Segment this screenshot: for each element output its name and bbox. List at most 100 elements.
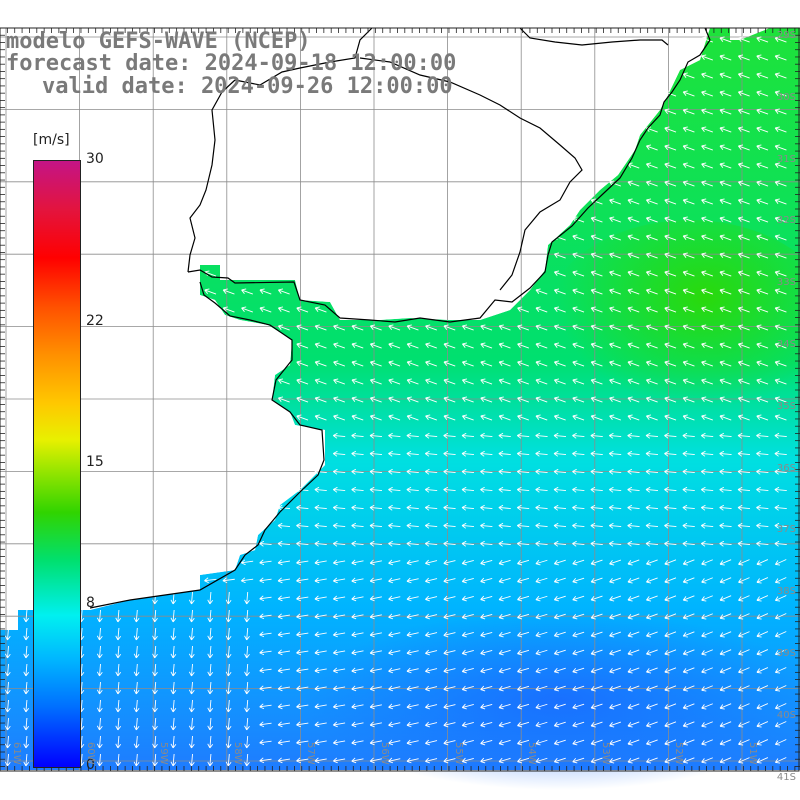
wind-arrow: [682, 72, 695, 79]
wind-arrow-shape: [517, 396, 529, 403]
wind-arrow: [277, 613, 290, 620]
wind-arrow-shape: [225, 627, 232, 641]
wind-arrow: [188, 645, 195, 659]
wind-arrow-shape: [23, 753, 30, 767]
wind-arrow: [517, 613, 530, 620]
wind-arrow: [756, 126, 769, 133]
wind-arrow: [351, 324, 364, 331]
wind-arrow-shape: [222, 577, 235, 584]
wind-arrow: [388, 577, 401, 584]
wind-arrow: [701, 721, 713, 728]
wind-arrow: [553, 613, 566, 620]
wind-arrow: [259, 540, 272, 547]
wind-arrow: [554, 396, 566, 403]
wind-arrow: [443, 378, 456, 385]
wind-arrow: [207, 663, 214, 677]
wind-arrow-shape: [646, 378, 658, 385]
wind-arrow-shape: [608, 468, 622, 475]
wind-arrow: [774, 486, 787, 493]
wind-arrow-shape: [277, 522, 291, 529]
wind-arrow-shape: [498, 396, 511, 403]
wind-arrow: [351, 703, 364, 710]
wind-arrow: [296, 378, 309, 385]
wind-arrow: [296, 667, 309, 674]
wind-arrow-shape: [4, 681, 11, 695]
wind-arrow-shape: [535, 757, 548, 764]
wind-arrow-shape: [207, 627, 214, 641]
wind-arrow-shape: [719, 468, 732, 475]
wind-arrow-shape: [314, 613, 327, 620]
wind-arrow-shape: [461, 631, 474, 638]
wind-arrow: [296, 703, 309, 710]
wind-arrow-shape: [627, 540, 640, 547]
wind-arrow: [682, 108, 695, 115]
wind-arrow: [96, 627, 103, 641]
wind-arrow: [351, 631, 364, 638]
wind-arrow-shape: [701, 649, 713, 656]
wind-arrow: [443, 703, 456, 710]
wind-arrow: [314, 649, 327, 656]
wind-arrow-shape: [682, 378, 695, 385]
wind-arrow-shape: [461, 522, 475, 529]
wind-arrow: [719, 288, 732, 295]
wind-arrow-shape: [664, 757, 677, 764]
wind-arrow-shape: [369, 522, 383, 529]
wind-arrow: [351, 577, 364, 584]
wind-arrow-shape: [774, 432, 787, 439]
wind-arrow: [498, 613, 511, 620]
wind-arrow: [96, 681, 103, 695]
wind-arrow-shape: [370, 396, 382, 403]
wind-arrow-shape: [554, 396, 566, 403]
wind-arrow-shape: [296, 595, 309, 602]
wind-arrow-shape: [461, 450, 475, 457]
wind-arrow: [719, 180, 732, 187]
wind-arrow-shape: [609, 306, 621, 313]
wind-arrow-shape: [664, 432, 677, 439]
model-title: modelo GEFS-WAVE (NCEP): [6, 29, 311, 54]
wind-arrow-shape: [756, 721, 769, 728]
wind-arrow-shape: [719, 757, 732, 764]
wind-arrow-shape: [369, 486, 383, 493]
latitude-label: 29S: [776, 30, 796, 41]
wind-arrow-shape: [609, 198, 621, 205]
wind-arrow: [756, 414, 769, 421]
wind-arrow-shape: [115, 681, 122, 695]
wind-arrow-shape: [590, 216, 603, 223]
wind-arrow-shape: [646, 685, 658, 692]
wind-arrow-shape: [627, 432, 640, 439]
wind-arrow-shape: [443, 486, 456, 493]
wind-arrow-shape: [425, 414, 437, 421]
wind-arrow: [4, 645, 11, 659]
wind-arrow: [241, 288, 253, 295]
wind-arrow-shape: [756, 270, 769, 277]
wind-arrow: [682, 216, 695, 223]
wind-arrow: [774, 613, 787, 620]
wind-arrow-shape: [535, 486, 548, 493]
wind-arrow-shape: [627, 180, 640, 187]
wind-arrow: [296, 504, 309, 511]
wind-arrow-shape: [664, 342, 677, 349]
wind-arrow-shape: [572, 486, 585, 493]
wind-arrow-shape: [443, 414, 456, 421]
wind-arrow: [369, 468, 383, 475]
wind-arrow-shape: [516, 450, 530, 457]
wind-arrow-shape: [738, 144, 750, 151]
wind-arrow: [590, 685, 603, 692]
wind-arrow-shape: [406, 540, 419, 547]
wind-arrow: [645, 540, 659, 547]
wind-arrow: [700, 504, 714, 511]
wind-arrow-shape: [756, 36, 769, 43]
wind-arrow-shape: [774, 450, 787, 457]
wind-arrow: [351, 540, 364, 547]
color-scale-tick-label: 0: [86, 757, 95, 773]
wind-arrow: [756, 649, 769, 656]
wind-arrow: [188, 735, 195, 749]
wind-arrow-shape: [756, 216, 769, 223]
wind-arrow-shape: [664, 468, 677, 475]
wind-arrow: [719, 54, 732, 61]
wind-arrow-shape: [406, 378, 419, 385]
wind-arrow-shape: [425, 378, 437, 385]
wind-arrow-shape: [572, 342, 585, 349]
wind-arrow-shape: [572, 540, 585, 547]
wind-arrow-shape: [738, 216, 750, 223]
